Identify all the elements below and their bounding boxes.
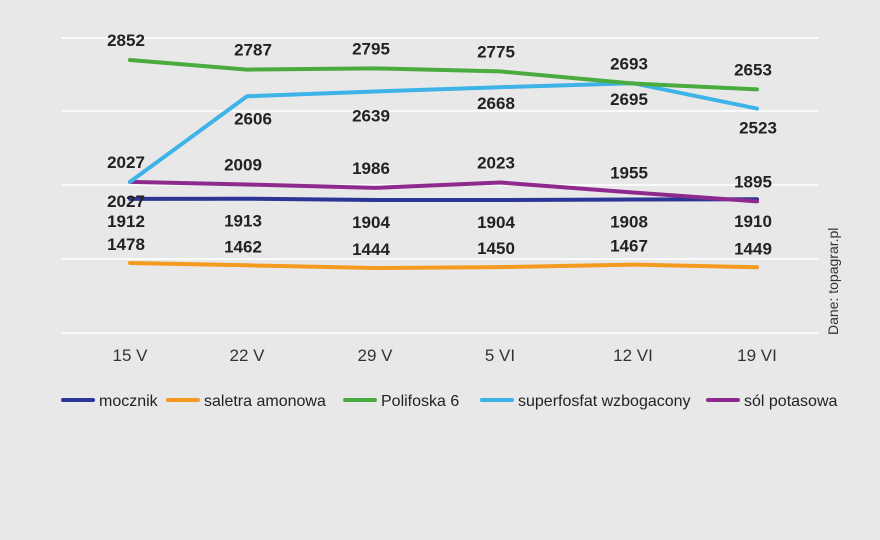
data-label-4-3: 2023 xyxy=(477,154,515,173)
x-tick-label: 5 VI xyxy=(485,346,515,365)
data-label-0-3: 1904 xyxy=(477,213,515,232)
data-label-1-4: 1467 xyxy=(610,237,648,256)
data-label-0-1: 1913 xyxy=(224,212,262,231)
legend-label-4: sól potasowa xyxy=(744,393,837,410)
source-label: Dane: topagrar.pl xyxy=(825,228,841,335)
data-label-1-2: 1444 xyxy=(352,240,390,259)
x-tick-label: 22 V xyxy=(230,346,266,365)
series-lines xyxy=(128,58,759,270)
data-label-2-3: 2775 xyxy=(477,42,515,61)
series-line-1 xyxy=(128,261,759,270)
data-label-0-2: 1904 xyxy=(352,213,390,232)
x-tick-label: 15 V xyxy=(113,346,149,365)
data-label-4-0: 2027 xyxy=(107,153,145,172)
data-label-2-4: 2693 xyxy=(610,55,648,74)
legend-label-1: saletra amonowa xyxy=(204,393,326,410)
data-label-1-3: 1450 xyxy=(477,239,515,258)
data-label-1-0: 1478 xyxy=(107,235,145,254)
data-label-2-2: 2795 xyxy=(352,39,390,58)
legend-label-3: superfosfat wzbogacony xyxy=(518,393,691,410)
data-labels: 1912 1913 1904 1904 1908 1910 1478 1462 1444 1450… xyxy=(107,31,777,259)
legend-label-2: Polifoska 6 xyxy=(381,393,459,410)
data-label-1-5: 1449 xyxy=(734,239,772,258)
data-label-0-0: 1912 xyxy=(107,212,145,231)
data-label-4-4: 1955 xyxy=(610,164,648,183)
data-label-2-1: 2787 xyxy=(234,41,272,60)
data-label-3-5: 2523 xyxy=(739,119,777,138)
series-line-3 xyxy=(128,81,759,184)
data-label-4-1: 2009 xyxy=(224,156,262,175)
data-label-3-3: 2668 xyxy=(477,94,515,113)
series-line-4 xyxy=(128,179,759,204)
data-label-4-5: 1895 xyxy=(734,172,772,191)
x-tick-label: 19 VI xyxy=(737,346,777,365)
data-label-1-1: 1462 xyxy=(224,237,262,256)
data-label-3-4: 2695 xyxy=(610,90,648,109)
data-label-3-2: 2639 xyxy=(352,107,390,126)
series-line-0 xyxy=(128,196,759,202)
x-axis-ticks: 15 V 22 V 29 V 5 VI 12 VI 19 VI xyxy=(113,346,777,365)
legend: mocznik saletra amonowa Polifoska 6 superfo… xyxy=(61,393,837,410)
data-label-0-5: 1910 xyxy=(734,212,772,231)
data-label-3-0: 2027 xyxy=(107,192,145,211)
legend-label-0: mocznik xyxy=(99,393,159,410)
x-tick-label: 12 VI xyxy=(613,346,653,365)
data-label-2-0: 2852 xyxy=(107,31,145,50)
series-line-2 xyxy=(128,58,759,92)
data-label-0-4: 1908 xyxy=(610,213,648,232)
data-label-4-2: 1986 xyxy=(352,159,390,178)
data-label-3-1: 2606 xyxy=(234,109,272,128)
x-tick-label: 29 V xyxy=(358,346,394,365)
data-label-2-5: 2653 xyxy=(734,60,772,79)
